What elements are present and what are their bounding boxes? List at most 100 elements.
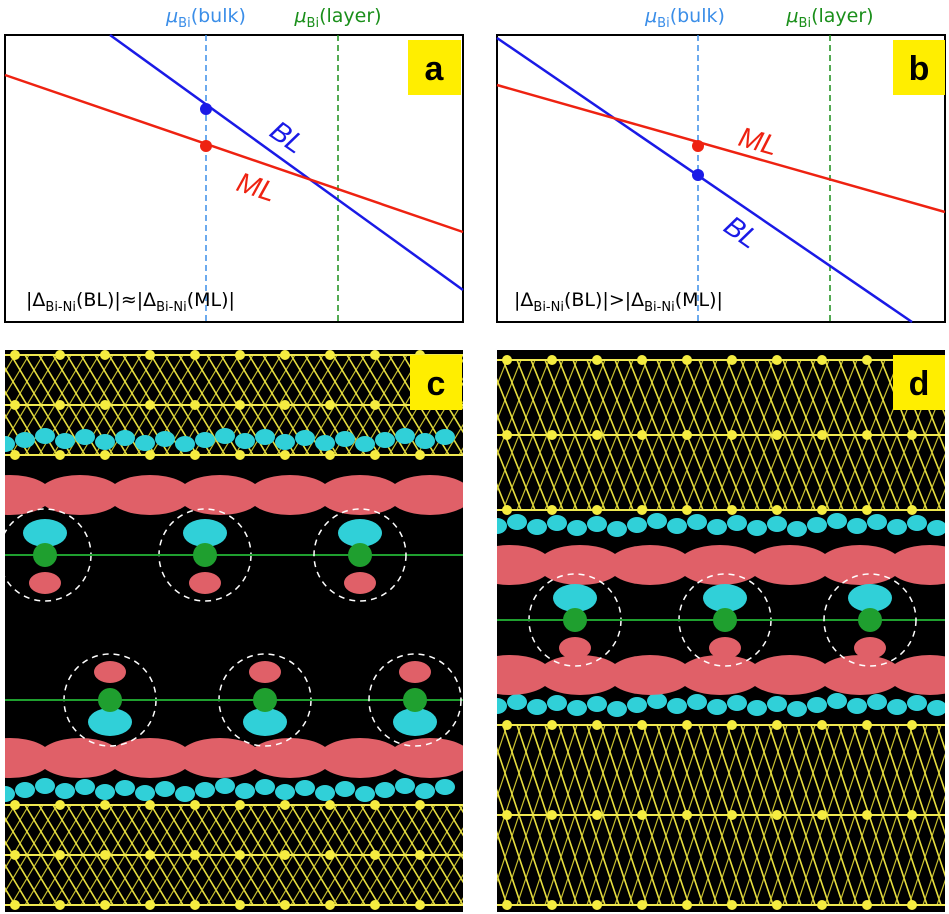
atom-bi — [772, 355, 782, 365]
atom-bi — [280, 850, 290, 860]
charge-blob — [703, 584, 747, 612]
atom-bi — [682, 810, 692, 820]
charge-blob — [709, 637, 741, 659]
atom-bi — [235, 400, 245, 410]
charge-blob — [547, 515, 567, 531]
atom-bi — [100, 450, 110, 460]
atom-bi — [10, 350, 20, 360]
atom-bi — [100, 800, 110, 810]
atom-bi — [10, 800, 20, 810]
atom-bi — [727, 430, 737, 440]
charge-blob — [627, 697, 647, 713]
charge-blob — [295, 780, 315, 796]
atom-bi — [547, 430, 557, 440]
charge-blob — [195, 432, 215, 448]
atom-bi — [190, 350, 200, 360]
charge-blob — [375, 432, 395, 448]
atom-bi — [145, 350, 155, 360]
atom-bi — [772, 810, 782, 820]
charge-blob — [547, 695, 567, 711]
charge-blob — [687, 694, 707, 710]
charge-blob — [507, 514, 527, 530]
frame — [5, 35, 463, 322]
charge-blob — [687, 514, 707, 530]
atom-bi — [772, 720, 782, 730]
atom-bi — [592, 505, 602, 515]
charge-blob — [55, 783, 75, 799]
charge-blob — [399, 661, 431, 683]
bond — [0, 805, 1, 905]
atom-bi — [235, 350, 245, 360]
charge-blob — [315, 435, 335, 451]
atom-bi — [727, 900, 737, 910]
charge-blob — [344, 572, 376, 594]
charge-blob — [115, 430, 135, 446]
charge-blob — [527, 699, 547, 715]
charge-blob — [927, 700, 947, 716]
atom-bi — [862, 355, 872, 365]
charge-blob — [355, 436, 375, 452]
charge-blob — [393, 708, 437, 736]
atom-bi — [817, 430, 827, 440]
atom-bi — [145, 900, 155, 910]
charge-blob — [847, 518, 867, 534]
atom-bi — [592, 720, 602, 730]
charge-blob — [435, 779, 455, 795]
panel-letter: b — [909, 50, 930, 88]
dot — [692, 169, 704, 181]
charge-blob — [807, 517, 827, 533]
atom-bi — [547, 900, 557, 910]
charge-blob — [887, 519, 907, 535]
atom-bi — [862, 505, 872, 515]
atom-ni — [403, 688, 427, 712]
charge-blob — [767, 516, 787, 532]
charge-blob — [854, 637, 886, 659]
atom-bi — [547, 505, 557, 515]
atom-bi — [907, 720, 917, 730]
atom-ni — [348, 543, 372, 567]
atom-bi — [235, 450, 245, 460]
charge-blob — [15, 432, 35, 448]
atom-bi — [907, 810, 917, 820]
atom-bi — [145, 400, 155, 410]
charge-blob — [189, 572, 221, 594]
atom-bi — [100, 850, 110, 860]
charge-blob — [747, 700, 767, 716]
charge-blob — [787, 701, 807, 717]
charge-blob — [215, 428, 235, 444]
atom-bi — [145, 800, 155, 810]
atom-bi — [862, 810, 872, 820]
charge-blob — [75, 429, 95, 445]
atom-bi — [592, 900, 602, 910]
atom-bi — [280, 800, 290, 810]
charge-blob — [827, 693, 847, 709]
charge-blob — [255, 779, 275, 795]
atom-bi — [415, 850, 425, 860]
atom-bi — [370, 350, 380, 360]
charge-blob — [135, 435, 155, 451]
atom-bi — [145, 850, 155, 860]
atom-bi — [907, 900, 917, 910]
charge-blob — [567, 700, 587, 716]
dot — [200, 140, 212, 152]
charge-blob — [15, 782, 35, 798]
charge-blob — [507, 694, 527, 710]
charge-blob — [95, 434, 115, 450]
charge-blob — [587, 696, 607, 712]
charge-blob — [487, 518, 507, 534]
charge-blob — [115, 780, 135, 796]
charge-blob — [667, 518, 687, 534]
charge-blob — [647, 513, 667, 529]
atom-bi — [727, 505, 737, 515]
charge-blob — [88, 708, 132, 736]
atom-ni — [858, 608, 882, 632]
charge-blob — [175, 786, 195, 802]
charge-blob — [255, 429, 275, 445]
charge-blob — [235, 783, 255, 799]
charge-blob — [275, 784, 295, 800]
atom-bi — [280, 450, 290, 460]
atom-bi — [415, 900, 425, 910]
atom-bi — [817, 355, 827, 365]
atom-bi — [55, 400, 65, 410]
atom-bi — [772, 900, 782, 910]
